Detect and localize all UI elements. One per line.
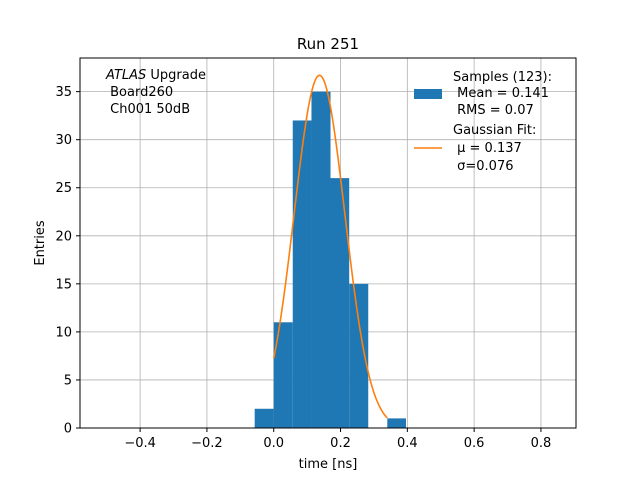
x-axis-label: time [ns] [299, 457, 358, 472]
y-tick-label: 25 [55, 181, 72, 196]
y-tick-label: 30 [55, 133, 72, 148]
histogram-bar [273, 322, 293, 428]
plot-frame [79, 57, 577, 429]
channel-label: Ch001 50dB [106, 102, 190, 117]
atlas-annotation: ATLAS Upgrade Board260 Ch001 50dB [105, 68, 206, 117]
legend-fit-sigma: σ=0.076 [453, 159, 513, 174]
y-axis-label: Entries [33, 220, 48, 266]
board-label: Board260 [106, 85, 173, 100]
x-tick-label: 0.6 [464, 436, 485, 451]
histogram-bar [311, 91, 331, 429]
x-axis-ticks: −0.4 −0.2 0.0 0.2 0.4 0.6 0.8 [124, 428, 551, 451]
histogram-bar [349, 283, 369, 428]
legend-samples-rms: RMS = 0.07 [453, 103, 534, 118]
y-tick-label: 20 [55, 229, 72, 244]
atlas-label: ATLAS [105, 68, 146, 83]
histogram-bar [330, 178, 350, 428]
gaussian-fit-curve [272, 74, 388, 419]
x-tick-label: 0.0 [263, 436, 284, 451]
y-axis-ticks: 0 5 10 15 20 25 30 35 [55, 85, 80, 437]
y-tick-label: 5 [64, 373, 72, 388]
y-tick-label: 15 [55, 277, 72, 292]
svg-text:ATLAS Upgrade: ATLAS Upgrade [105, 68, 206, 83]
x-tick-label: 0.2 [330, 436, 351, 451]
legend-fit-mu: μ = 0.137 [453, 141, 522, 156]
histogram-bar [387, 418, 406, 428]
x-tick-label: 0.4 [397, 436, 418, 451]
legend-swatch-samples [414, 89, 442, 99]
legend-samples-title: Samples (123): [453, 70, 552, 85]
legend-fit-title: Gaussian Fit: [453, 123, 536, 138]
legend: Samples (123): Mean = 0.141 RMS = 0.07 G… [414, 70, 552, 174]
x-tick-label: 0.8 [531, 436, 552, 451]
x-tick-label: −0.2 [191, 436, 223, 451]
y-tick-label: 0 [64, 422, 72, 437]
histogram-bars [254, 91, 406, 429]
histogram-bar [292, 120, 312, 428]
chart-title: Run 251 [297, 35, 359, 53]
legend-samples-mean: Mean = 0.141 [453, 86, 549, 101]
upgrade-label: Upgrade [146, 68, 206, 83]
y-tick-label: 10 [55, 325, 72, 340]
x-tick-label: −0.4 [124, 436, 156, 451]
gaussian-fit-layer [272, 74, 388, 419]
histogram-bar [254, 408, 274, 428]
y-tick-label: 35 [55, 85, 72, 100]
